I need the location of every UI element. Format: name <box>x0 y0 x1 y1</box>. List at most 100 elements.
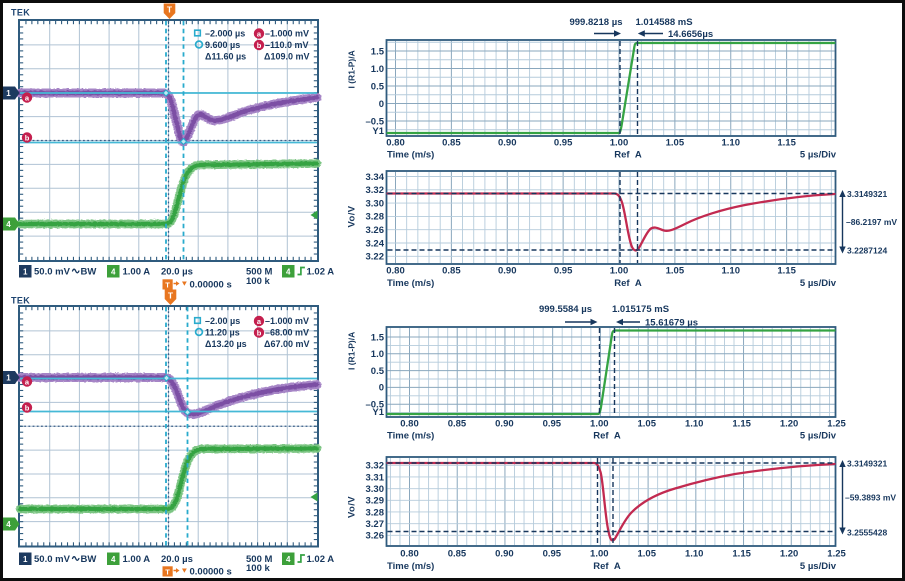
svg-text:0.00000 s: 0.00000 s <box>190 567 232 578</box>
svg-text:20.0 µs: 20.0 µs <box>161 554 193 565</box>
svg-text:a: a <box>257 317 262 326</box>
svg-text:b: b <box>257 328 262 337</box>
svg-text:0.85: 0.85 <box>442 266 461 277</box>
svg-text:Time (m/s): Time (m/s) <box>387 150 434 161</box>
svg-text:3.24: 3.24 <box>366 238 385 249</box>
svg-text:3.26: 3.26 <box>366 225 385 236</box>
svg-text:4: 4 <box>286 268 291 277</box>
svg-text:1: 1 <box>6 374 11 383</box>
svg-text:3.3149321: 3.3149321 <box>847 459 887 469</box>
svg-text:Ref A: Ref A <box>593 431 621 442</box>
svg-text:1.20: 1.20 <box>780 549 799 560</box>
svg-text:Vo/V: Vo/V <box>347 496 358 518</box>
svg-text:0.00000 s: 0.00000 s <box>190 280 232 291</box>
svg-text:Δ67.00 mV: Δ67.00 mV <box>264 339 310 349</box>
svg-text:TEK: TEK <box>11 296 30 306</box>
svg-text:0.80: 0.80 <box>400 419 419 430</box>
svg-text:0: 0 <box>379 383 384 394</box>
svg-text:1: 1 <box>23 268 28 277</box>
svg-text:14.6656µs: 14.6656µs <box>668 29 713 40</box>
svg-text:100 k: 100 k <box>246 563 270 574</box>
svg-text:1: 1 <box>23 555 28 564</box>
svg-text:1.05: 1.05 <box>666 138 685 149</box>
svg-text:–0.5: –0.5 <box>366 116 385 127</box>
svg-text:1.10: 1.10 <box>722 138 741 149</box>
svg-text:3.28: 3.28 <box>366 212 385 223</box>
svg-text:Δ11.60 µs: Δ11.60 µs <box>205 52 246 62</box>
svg-text:Δ13.20 µs: Δ13.20 µs <box>205 339 247 349</box>
svg-text:3.27: 3.27 <box>366 519 385 530</box>
svg-text:T: T <box>165 567 170 576</box>
svg-text:11.20 µs: 11.20 µs <box>205 328 240 338</box>
svg-text:1.25: 1.25 <box>827 549 846 560</box>
svg-text:1.00: 1.00 <box>590 549 609 560</box>
svg-text:500 M: 500 M <box>246 267 272 278</box>
svg-text:TEK: TEK <box>11 8 30 18</box>
svg-text:1.00 A: 1.00 A <box>123 554 151 565</box>
svg-text:1.10: 1.10 <box>685 549 704 560</box>
svg-text:b: b <box>25 403 30 412</box>
svg-text:1.25: 1.25 <box>827 419 846 430</box>
svg-text:–2.000 µs: –2.000 µs <box>205 29 245 39</box>
svg-text:Ref A: Ref A <box>593 561 621 572</box>
svg-text:1.0: 1.0 <box>371 349 384 360</box>
svg-text:3.32: 3.32 <box>366 185 385 196</box>
svg-text:BW: BW <box>81 267 97 278</box>
svg-text:0.95: 0.95 <box>554 138 573 149</box>
svg-text:0.85: 0.85 <box>442 138 461 149</box>
svg-text:999.8218 µs: 999.8218 µs <box>569 17 622 28</box>
svg-text:0.85: 0.85 <box>448 419 467 430</box>
svg-text:3.30: 3.30 <box>366 484 385 495</box>
svg-text:5 µs/Div: 5 µs/Div <box>800 431 837 442</box>
svg-text:1.00: 1.00 <box>610 138 629 149</box>
svg-text:BW: BW <box>81 554 97 565</box>
svg-text:–110.0 mV: –110.0 mV <box>265 40 309 50</box>
svg-text:Vo/V: Vo/V <box>347 205 358 227</box>
svg-text:0.90: 0.90 <box>495 419 514 430</box>
svg-text:1.15: 1.15 <box>777 266 796 277</box>
svg-text:3.30: 3.30 <box>366 198 385 209</box>
svg-text:0.90: 0.90 <box>498 138 517 149</box>
svg-text:1.05: 1.05 <box>638 549 657 560</box>
svg-text:–0.5: –0.5 <box>366 400 385 411</box>
svg-text:3.29: 3.29 <box>366 496 385 507</box>
svg-text:1.00 A: 1.00 A <box>123 267 151 278</box>
svg-text:T: T <box>165 280 170 289</box>
svg-text:b: b <box>25 133 30 142</box>
svg-text:1.05: 1.05 <box>666 266 685 277</box>
svg-text:3.34: 3.34 <box>366 172 385 183</box>
svg-text:1.15: 1.15 <box>732 549 751 560</box>
svg-text:3.32: 3.32 <box>366 461 385 472</box>
svg-text:0.80: 0.80 <box>386 138 405 149</box>
svg-text:50.0 mV: 50.0 mV <box>34 554 71 565</box>
svg-text:0.85: 0.85 <box>448 549 467 560</box>
svg-text:–2.00 µs: –2.00 µs <box>205 316 240 326</box>
svg-text:a: a <box>25 93 30 102</box>
svg-text:500 M: 500 M <box>246 554 272 565</box>
svg-text:3.22: 3.22 <box>366 252 385 263</box>
svg-text:100 k: 100 k <box>246 276 270 287</box>
svg-text:1.15: 1.15 <box>732 419 751 430</box>
svg-text:0.95: 0.95 <box>543 419 562 430</box>
svg-text:0.95: 0.95 <box>554 266 573 277</box>
svg-text:1.05: 1.05 <box>638 419 657 430</box>
svg-text:1.02 A: 1.02 A <box>307 554 335 565</box>
svg-text:0: 0 <box>379 99 384 110</box>
svg-text:3.3149321: 3.3149321 <box>847 189 887 199</box>
svg-text:0.90: 0.90 <box>498 266 517 277</box>
svg-text:1.00: 1.00 <box>610 266 629 277</box>
svg-text:5 µs/Div: 5 µs/Div <box>800 561 837 572</box>
svg-text:3.31: 3.31 <box>366 472 385 483</box>
svg-text:–68.00 mV: –68.00 mV <box>265 328 309 338</box>
svg-text:3.2555428: 3.2555428 <box>847 528 887 538</box>
svg-text:I (R1-P)/A: I (R1-P)/A <box>347 332 357 370</box>
svg-text:3.2287124: 3.2287124 <box>847 246 887 256</box>
svg-text:Ref A: Ref A <box>614 150 642 161</box>
svg-text:1.014588 mS: 1.014588 mS <box>636 17 693 28</box>
svg-text:–86.2197 mV: –86.2197 mV <box>846 217 897 227</box>
svg-text:Y1: Y1 <box>372 407 384 418</box>
svg-text:4: 4 <box>286 555 291 564</box>
svg-text:I (R1-P)/A: I (R1-P)/A <box>347 50 357 88</box>
svg-text:0.90: 0.90 <box>495 549 514 560</box>
svg-text:0.80: 0.80 <box>400 549 419 560</box>
